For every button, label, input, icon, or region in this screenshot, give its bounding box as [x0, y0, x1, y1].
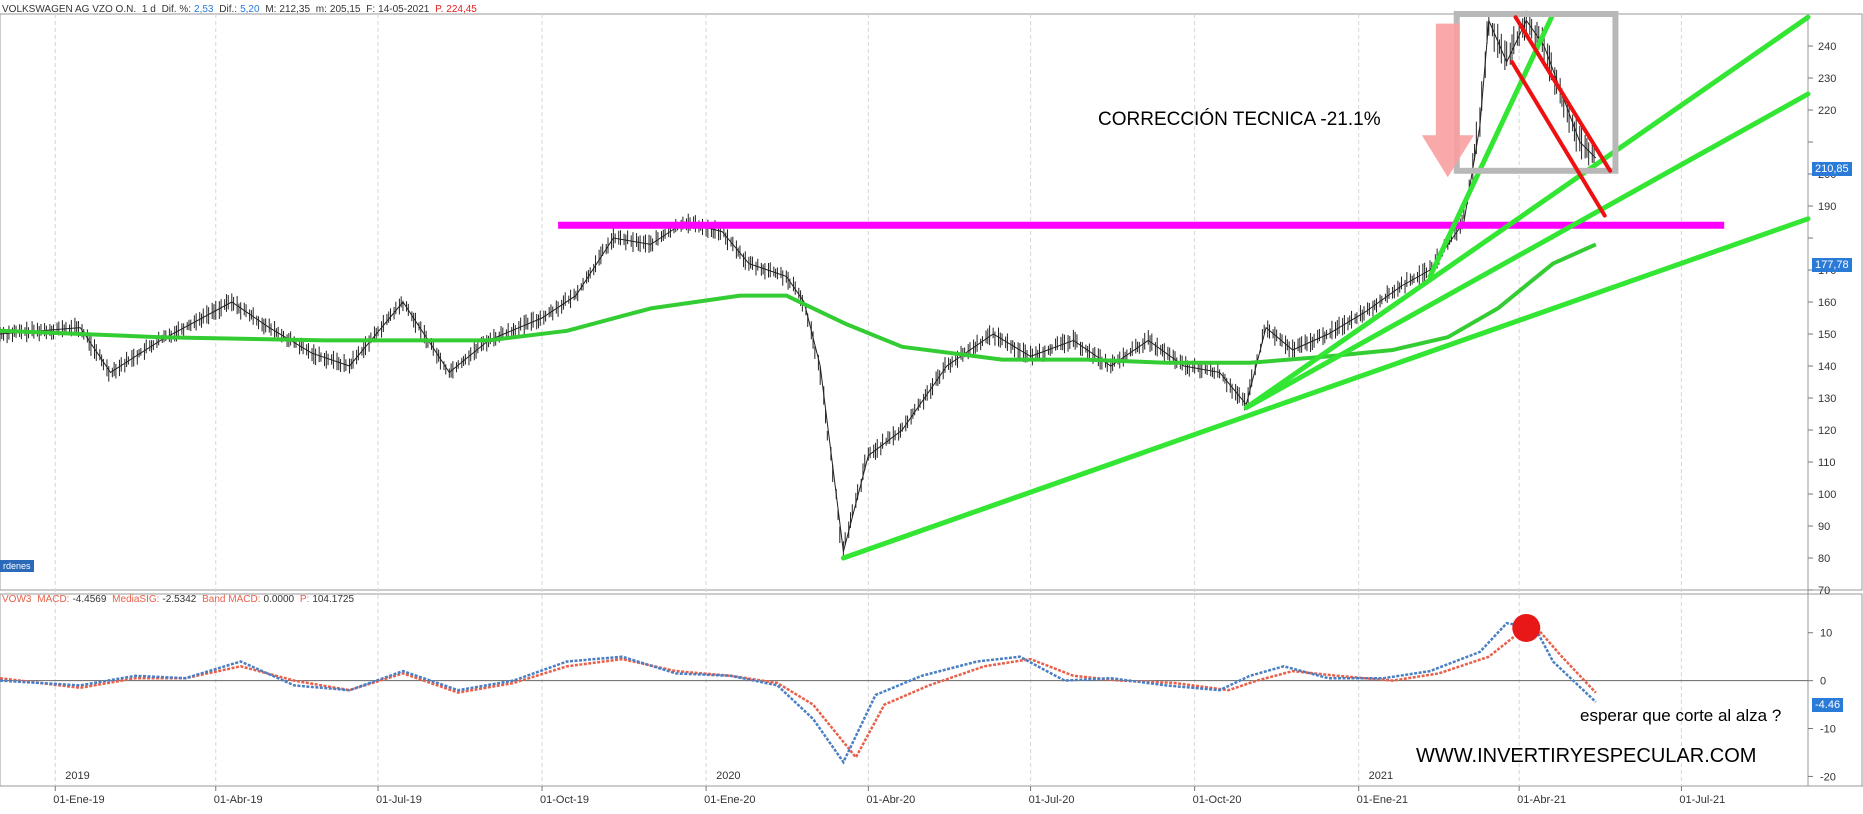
header-price-label: P.	[435, 4, 444, 15]
header-price: 224,45	[446, 4, 477, 15]
macd-y-tick-label: 0	[1820, 676, 1826, 688]
x-tick-label: 01-Jul-20	[1029, 794, 1075, 806]
band-label: Band MACD:	[202, 594, 261, 605]
macd-price-value: 104.1725	[312, 594, 355, 605]
y-tick-label: 90	[1818, 521, 1830, 533]
y-tick-label: 110	[1818, 457, 1836, 469]
down-arrow	[1421, 23, 1474, 178]
y-tick-label: 120	[1818, 425, 1836, 437]
header-max: 212,35	[279, 4, 311, 15]
year-label: 2020	[716, 770, 740, 782]
correction-annotation: CORRECCIÓN TECNICA -21.1%	[1098, 109, 1381, 130]
header-change-pct-label: Dif. %:	[161, 4, 192, 15]
y-tick-label: 130	[1818, 393, 1836, 405]
header-change-pct: 2,53	[194, 4, 214, 15]
y-tick-label: 240	[1818, 41, 1836, 53]
x-tick-label: 01-Jul-19	[376, 794, 422, 806]
signal-line	[0, 628, 1597, 760]
macd-value: -4.4569	[72, 594, 107, 605]
macd-symbol: VOW3	[2, 594, 32, 605]
price-line	[0, 19, 1597, 552]
trendline-2	[1243, 91, 1811, 411]
header-date: 14-05-2021	[378, 4, 430, 15]
y-tick-label: 80	[1818, 553, 1830, 565]
year-label: 2021	[1369, 770, 1393, 782]
website-annotation: WWW.INVERTIRYESPECULAR.COM	[1416, 745, 1757, 767]
price-panel-header: VOLKSWAGEN AG VZO O.N. 1 d Dif. %: 2,53 D…	[2, 4, 480, 15]
trendline-4	[1427, 11, 1556, 279]
macd-price-label: P:	[299, 594, 310, 605]
x-tick-label: 01-Ene-21	[1357, 794, 1408, 806]
band-value: 0.0000	[263, 594, 295, 605]
header-change: 5,20	[240, 4, 260, 15]
ordenes-tab[interactable]: rdenes	[0, 560, 34, 572]
y-tick-label: 140	[1818, 361, 1836, 373]
x-tick-label: 01-Abr-20	[866, 794, 915, 806]
header-min: 205,15	[329, 4, 361, 15]
x-tick-label: 01-Ene-20	[704, 794, 755, 806]
resistance-price-tag: 177,78	[1812, 258, 1852, 272]
macd-line	[0, 621, 1597, 765]
signal-value: -2.5342	[162, 594, 197, 605]
macd-last-tag: -4.46	[1812, 698, 1844, 712]
x-tick-label: 01-Oct-20	[1193, 794, 1242, 806]
wait-annotation: esperar que corte al alza ?	[1580, 706, 1782, 725]
macd-label: MACD:	[37, 594, 70, 605]
header-change-label: Dif.:	[219, 4, 238, 15]
header-max-label: M:	[265, 4, 277, 15]
x-tick-label: 01-Oct-19	[540, 794, 589, 806]
header-symbol: VOLKSWAGEN AG VZO O.N.	[2, 4, 137, 15]
macd-y-tick-label: -10	[1820, 724, 1836, 736]
consolidation-box	[1453, 11, 1619, 174]
y-tick-label: 190	[1818, 201, 1836, 213]
bear-channel-line-2	[1510, 60, 1607, 218]
y-tick-label: 100	[1818, 489, 1836, 501]
last-price-tag: 210,85	[1812, 162, 1852, 176]
y-tick-label: 220	[1818, 105, 1836, 117]
y-tick-label: 70	[1818, 585, 1830, 597]
price-candles	[0, 10, 1595, 559]
macd-y-tick-label: 10	[1820, 628, 1832, 640]
sma-line	[0, 242, 1597, 365]
signal-label: MediaSIG:	[112, 594, 160, 605]
x-tick-label: 01-Ene-19	[53, 794, 104, 806]
macd-y-tick-label: -20	[1820, 771, 1836, 783]
year-label: 2019	[65, 770, 89, 782]
macd-panel-header: VOW3 MACD: -4.4569 MediaSIG: -2.5342 Band …	[2, 594, 357, 605]
price-panel-frame	[0, 13, 1863, 591]
header-min-label: m:	[315, 4, 327, 15]
y-tick-label: 160	[1818, 297, 1836, 309]
trendline-3	[1243, 14, 1811, 411]
x-tick-label: 01-Abr-19	[214, 794, 263, 806]
y-tick-label: 230	[1818, 73, 1836, 85]
y-tick-label: 150	[1818, 329, 1836, 341]
trendline-1	[840, 216, 1811, 561]
x-tick-label: 01-Abr-21	[1517, 794, 1566, 806]
x-tick-label: 01-Jul-21	[1679, 794, 1725, 806]
macd-cross-marker	[1512, 613, 1541, 642]
header-period: 1 d	[141, 4, 156, 15]
bear-channel-line-1	[1513, 15, 1613, 173]
header-date-label: F:	[366, 4, 376, 15]
